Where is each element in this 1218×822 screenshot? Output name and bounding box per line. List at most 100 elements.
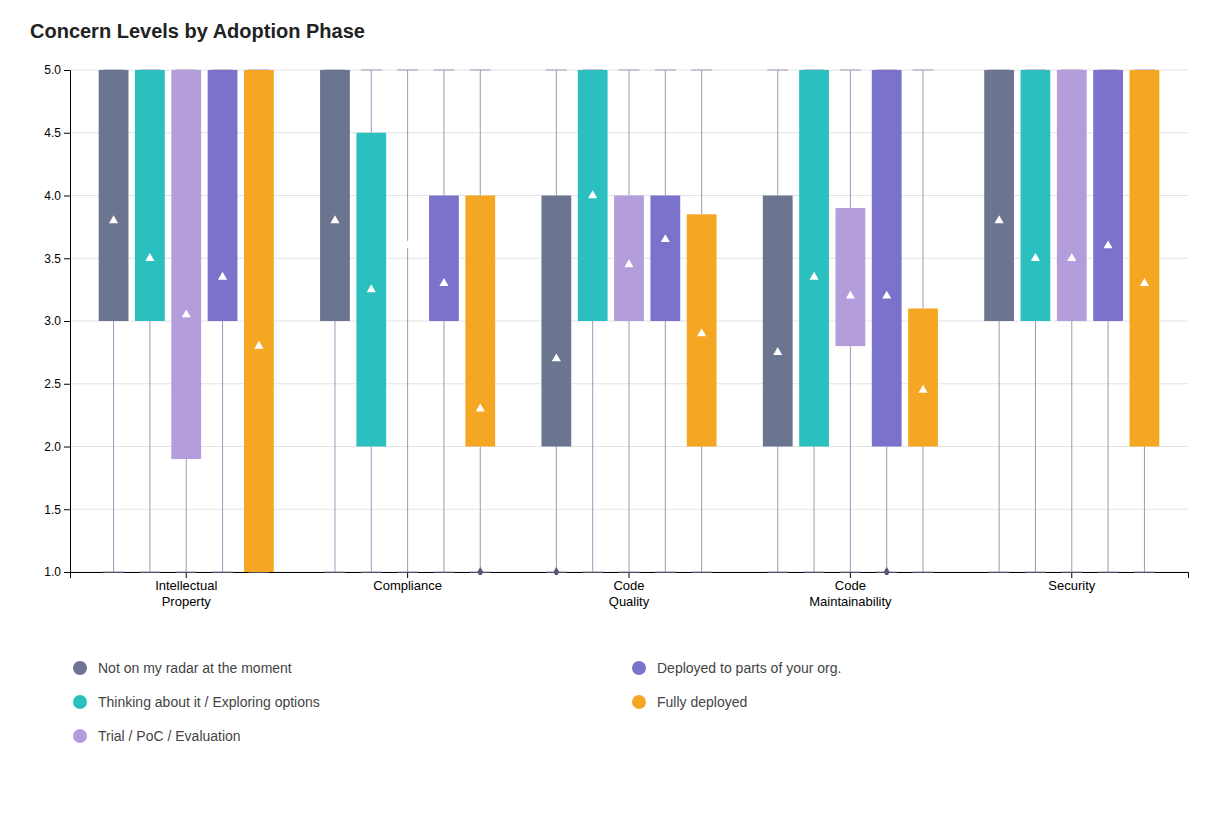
x-tick: IntellectualProperty xyxy=(155,572,217,609)
median xyxy=(918,385,927,393)
whisker-low xyxy=(777,447,778,573)
whisker-low xyxy=(665,321,666,572)
y-tick: 2.5 xyxy=(44,377,70,391)
series xyxy=(99,70,1014,575)
whisker-low xyxy=(222,321,223,572)
y-tick-label: 3.5 xyxy=(44,252,61,266)
y-axis: 1.01.52.02.53.03.54.04.55.0 xyxy=(44,63,70,579)
median xyxy=(882,291,891,299)
box xyxy=(541,196,571,447)
y-tick-mark xyxy=(64,509,70,510)
y-tick: 5.0 xyxy=(44,63,70,77)
series xyxy=(244,70,1159,575)
whisker-cap-low xyxy=(103,572,124,573)
whisker-cap-low xyxy=(1098,572,1119,573)
whisker-low xyxy=(1035,321,1036,572)
y-tick-mark xyxy=(64,258,70,259)
whisker-high xyxy=(556,70,557,196)
whisker-cap-low xyxy=(804,572,825,573)
y-tick-label: 4.5 xyxy=(44,126,61,140)
legend-label: Fully deployed xyxy=(657,694,747,710)
y-tick-label: 4.0 xyxy=(44,189,61,203)
box xyxy=(393,70,423,71)
whisker-high xyxy=(665,70,666,196)
y-tick: 2.0 xyxy=(44,440,70,454)
whisker-cap-low xyxy=(176,572,197,573)
x-tick-label: Security xyxy=(1048,578,1095,593)
box xyxy=(687,214,717,446)
whisker-low xyxy=(886,447,887,573)
whisker-low xyxy=(850,346,851,572)
y-tick-label: 2.5 xyxy=(44,377,61,391)
x-tick-mark xyxy=(186,572,187,578)
box xyxy=(171,70,201,459)
grid-line xyxy=(70,70,1188,71)
median xyxy=(661,234,670,242)
whisker-cap-high xyxy=(397,70,418,71)
median xyxy=(1104,240,1113,248)
y-tick-mark xyxy=(64,572,70,573)
box xyxy=(799,70,829,447)
median xyxy=(846,291,855,299)
y-tick-label: 3.0 xyxy=(44,314,61,328)
x-tick-mark xyxy=(407,572,408,578)
legend-label: Trial / PoC / Evaluation xyxy=(98,728,241,744)
x-tick-label: CodeMaintainability xyxy=(809,578,892,609)
whisker-low xyxy=(999,321,1000,572)
median xyxy=(145,253,154,261)
whisker-high xyxy=(777,70,778,196)
x-tick: CodeQuality xyxy=(609,572,650,609)
whisker-cap-low xyxy=(325,572,346,573)
median xyxy=(182,309,191,317)
whisker-cap-low xyxy=(1025,572,1046,573)
y-tick-label: 1.5 xyxy=(44,503,61,517)
legend-label: Not on my radar at the moment xyxy=(98,660,292,676)
box xyxy=(984,70,1014,321)
whisker-high xyxy=(629,70,630,196)
series xyxy=(171,70,1086,572)
whisker-low xyxy=(407,70,408,572)
whisker-cap-high xyxy=(546,70,567,71)
whisker-low xyxy=(443,321,444,572)
box xyxy=(763,196,793,447)
x-tick: CodeMaintainability xyxy=(809,572,892,609)
whisker-low xyxy=(592,321,593,572)
whisker-high xyxy=(850,70,851,208)
whisker-cap-high xyxy=(655,70,676,71)
y-tick: 4.5 xyxy=(44,126,70,140)
legend-label: Thinking about it / Exploring options xyxy=(98,694,320,710)
grid xyxy=(70,70,1188,572)
y-tick-mark xyxy=(64,321,70,322)
whisker-low xyxy=(1108,321,1109,572)
legend-item: Deployed to parts of your org. xyxy=(632,660,841,676)
box xyxy=(135,70,165,321)
y-tick: 1.5 xyxy=(44,503,70,517)
whisker-cap-low xyxy=(1134,572,1155,573)
whisker-low xyxy=(1071,321,1072,572)
x-tick-label: IntellectualProperty xyxy=(155,578,217,609)
median xyxy=(588,190,597,198)
whisker-high xyxy=(701,70,702,214)
median xyxy=(403,240,412,248)
y-tick-mark xyxy=(64,384,70,385)
median xyxy=(218,272,227,280)
legend-item: Trial / PoC / Evaluation xyxy=(73,728,241,744)
median xyxy=(1031,253,1040,261)
whisker-high xyxy=(923,70,924,308)
whisker-low xyxy=(923,447,924,573)
y-axis-line xyxy=(64,71,71,573)
box xyxy=(465,196,495,447)
whisker-cap-low xyxy=(767,572,788,573)
median xyxy=(1140,278,1149,286)
median xyxy=(809,272,818,280)
box xyxy=(1057,70,1087,321)
median xyxy=(254,341,263,349)
whisker-cap-high xyxy=(913,70,934,71)
x-tick-mark xyxy=(850,572,851,578)
median xyxy=(1067,253,1076,261)
median xyxy=(697,328,706,336)
whisker-cap-low xyxy=(397,572,418,573)
whisker-low xyxy=(149,321,150,572)
median xyxy=(439,278,448,286)
whisker-cap-low xyxy=(1061,572,1082,573)
